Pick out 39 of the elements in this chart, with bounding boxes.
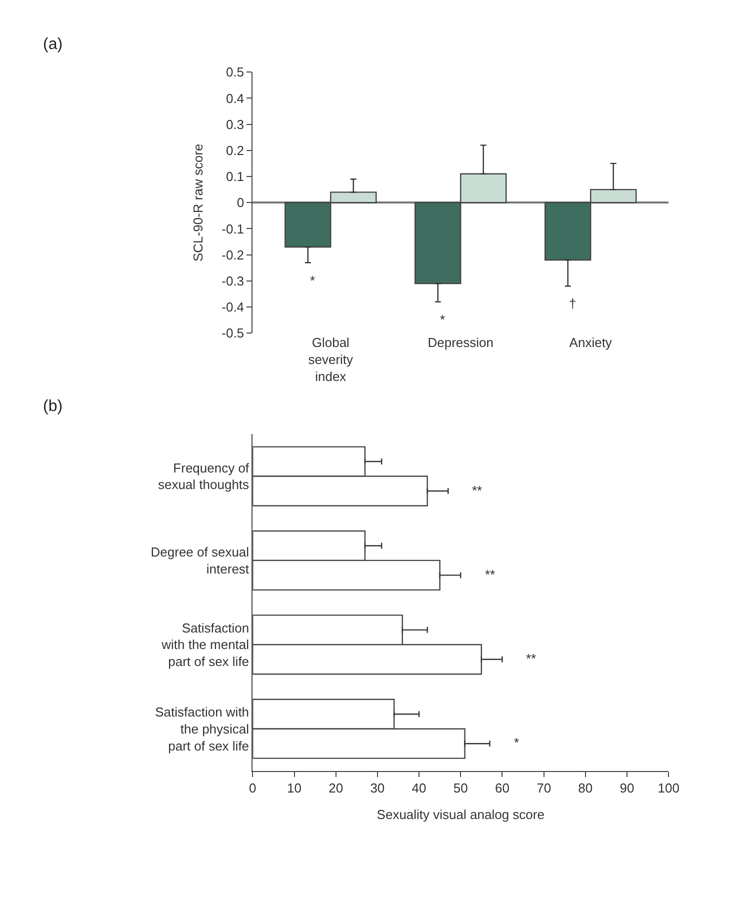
annotation: * — [514, 735, 520, 750]
y-axis-title: SCL-90-R raw score — [190, 144, 206, 262]
x-tick-label: 100 — [658, 780, 680, 796]
x-tick-label: 50 — [453, 780, 468, 796]
x-tick-label: 90 — [620, 780, 634, 796]
y-tick-label: -0.4 — [222, 300, 244, 315]
x-tick-label: 70 — [536, 780, 552, 796]
y-tick-label: Satisfaction with the mental part of sex life — [160, 620, 250, 670]
y-tick-label: Degree of sexual interest — [150, 544, 250, 576]
text: (a) — [43, 36, 63, 53]
annotation: * — [440, 312, 446, 327]
y-tick-label: 0.5 — [226, 64, 244, 80]
y-tick-label: Frequency of sexual thoughts — [158, 460, 250, 492]
y-tick-label: Satisfaction with the physical part of sex life — [155, 704, 250, 754]
annotation: † — [569, 296, 576, 311]
y-tick-label: -0.2 — [222, 247, 244, 262]
y-tick-label: -0.1 — [222, 221, 244, 236]
x-tick-label: 30 — [370, 780, 385, 796]
x-tick-label: Global severity index — [308, 335, 354, 384]
x-axis-title: Sexuality visual analog score — [376, 807, 544, 822]
y-tick-label: 0.2 — [226, 142, 244, 158]
x-tick-label: 60 — [494, 780, 510, 796]
y-tick-label: -0.3 — [222, 273, 244, 288]
x-tick-label: Depression — [428, 335, 494, 350]
x-tick-label: 80 — [578, 780, 593, 796]
annotation: ** — [526, 651, 536, 666]
x-tick-label: 40 — [412, 780, 426, 796]
text: (b) — [43, 398, 63, 415]
y-tick-label: 0 — [236, 195, 244, 210]
annotation: * — [310, 273, 316, 288]
x-tick-label: 10 — [287, 780, 302, 796]
y-tick-label: 0.4 — [226, 90, 244, 106]
annotation: ** — [485, 567, 496, 582]
annotation: ** — [472, 483, 482, 498]
y-tick-label: 0.3 — [226, 116, 244, 132]
y-tick-label: 0.1 — [226, 169, 244, 184]
y-tick-label: -0.5 — [222, 326, 244, 341]
x-tick-label: Anxiety — [569, 335, 612, 350]
x-tick-label: 20 — [328, 780, 344, 796]
